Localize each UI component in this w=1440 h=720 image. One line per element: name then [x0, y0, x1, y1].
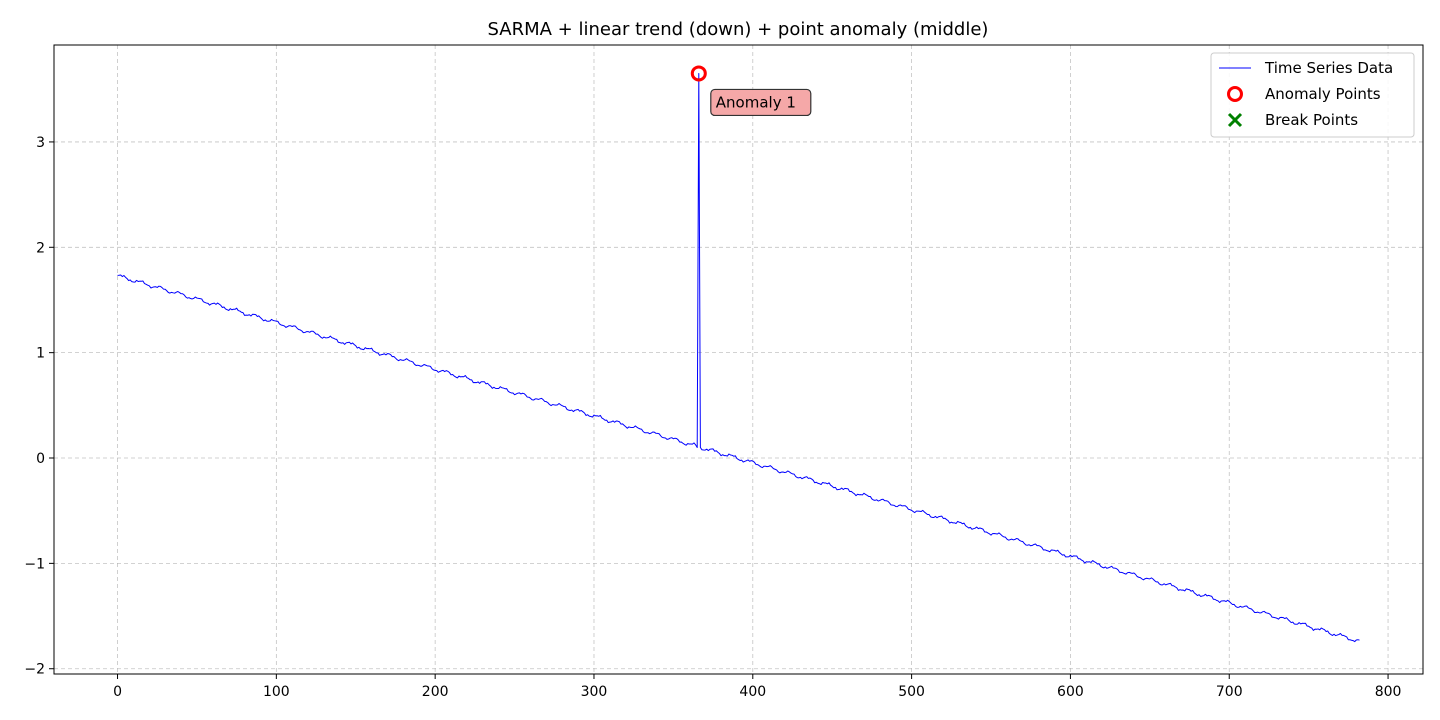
marker-layer	[690, 65, 707, 82]
legend-entry-label: Time Series Data	[1264, 59, 1393, 77]
x-tick-label: 100	[263, 684, 290, 700]
x-tick-label: 400	[739, 684, 766, 700]
legend-swatch-x	[1227, 112, 1243, 128]
legend-box	[1210, 52, 1415, 138]
series-layer	[117, 72, 1360, 643]
x-tick-label: 0	[113, 684, 122, 700]
x-tick-label: 500	[898, 684, 925, 700]
annotation-label: Anomaly 1	[716, 93, 796, 111]
y-tick-label: −2	[24, 662, 45, 678]
chart-title: SARMA + linear trend (down) + point anom…	[488, 19, 989, 40]
legend-swatch-circle	[1227, 86, 1243, 102]
grid	[54, 45, 1423, 674]
y-tick-label: 1	[36, 346, 45, 362]
legend-entry-label: Anomaly Points	[1265, 85, 1381, 103]
series-line-time-series-data	[117, 72, 1360, 643]
annotation-layer: Anomaly 1	[710, 88, 812, 117]
x-tick-label: 700	[1216, 684, 1243, 700]
y-tick-label: 2	[36, 240, 45, 256]
x-tick-label: 800	[1375, 684, 1402, 700]
x-tick-label: 600	[1057, 684, 1084, 700]
plot-area-frame	[53, 44, 1424, 675]
axis-ticks: 0 100 200 300 400 500 600 700 800 −2 −1 0 1 2 3	[24, 135, 1401, 700]
anomaly-point-marker	[690, 65, 707, 82]
y-tick-label: −1	[24, 556, 45, 572]
y-tick-label: 3	[36, 135, 45, 151]
y-tick-label: 0	[36, 451, 45, 467]
legend-entry-label: Break Points	[1265, 111, 1358, 129]
x-tick-label: 300	[581, 684, 608, 700]
annotation-box	[710, 88, 812, 117]
legend: Time Series Data Anomaly Points Break Poin…	[1210, 52, 1415, 138]
x-tick-label: 200	[422, 684, 449, 700]
